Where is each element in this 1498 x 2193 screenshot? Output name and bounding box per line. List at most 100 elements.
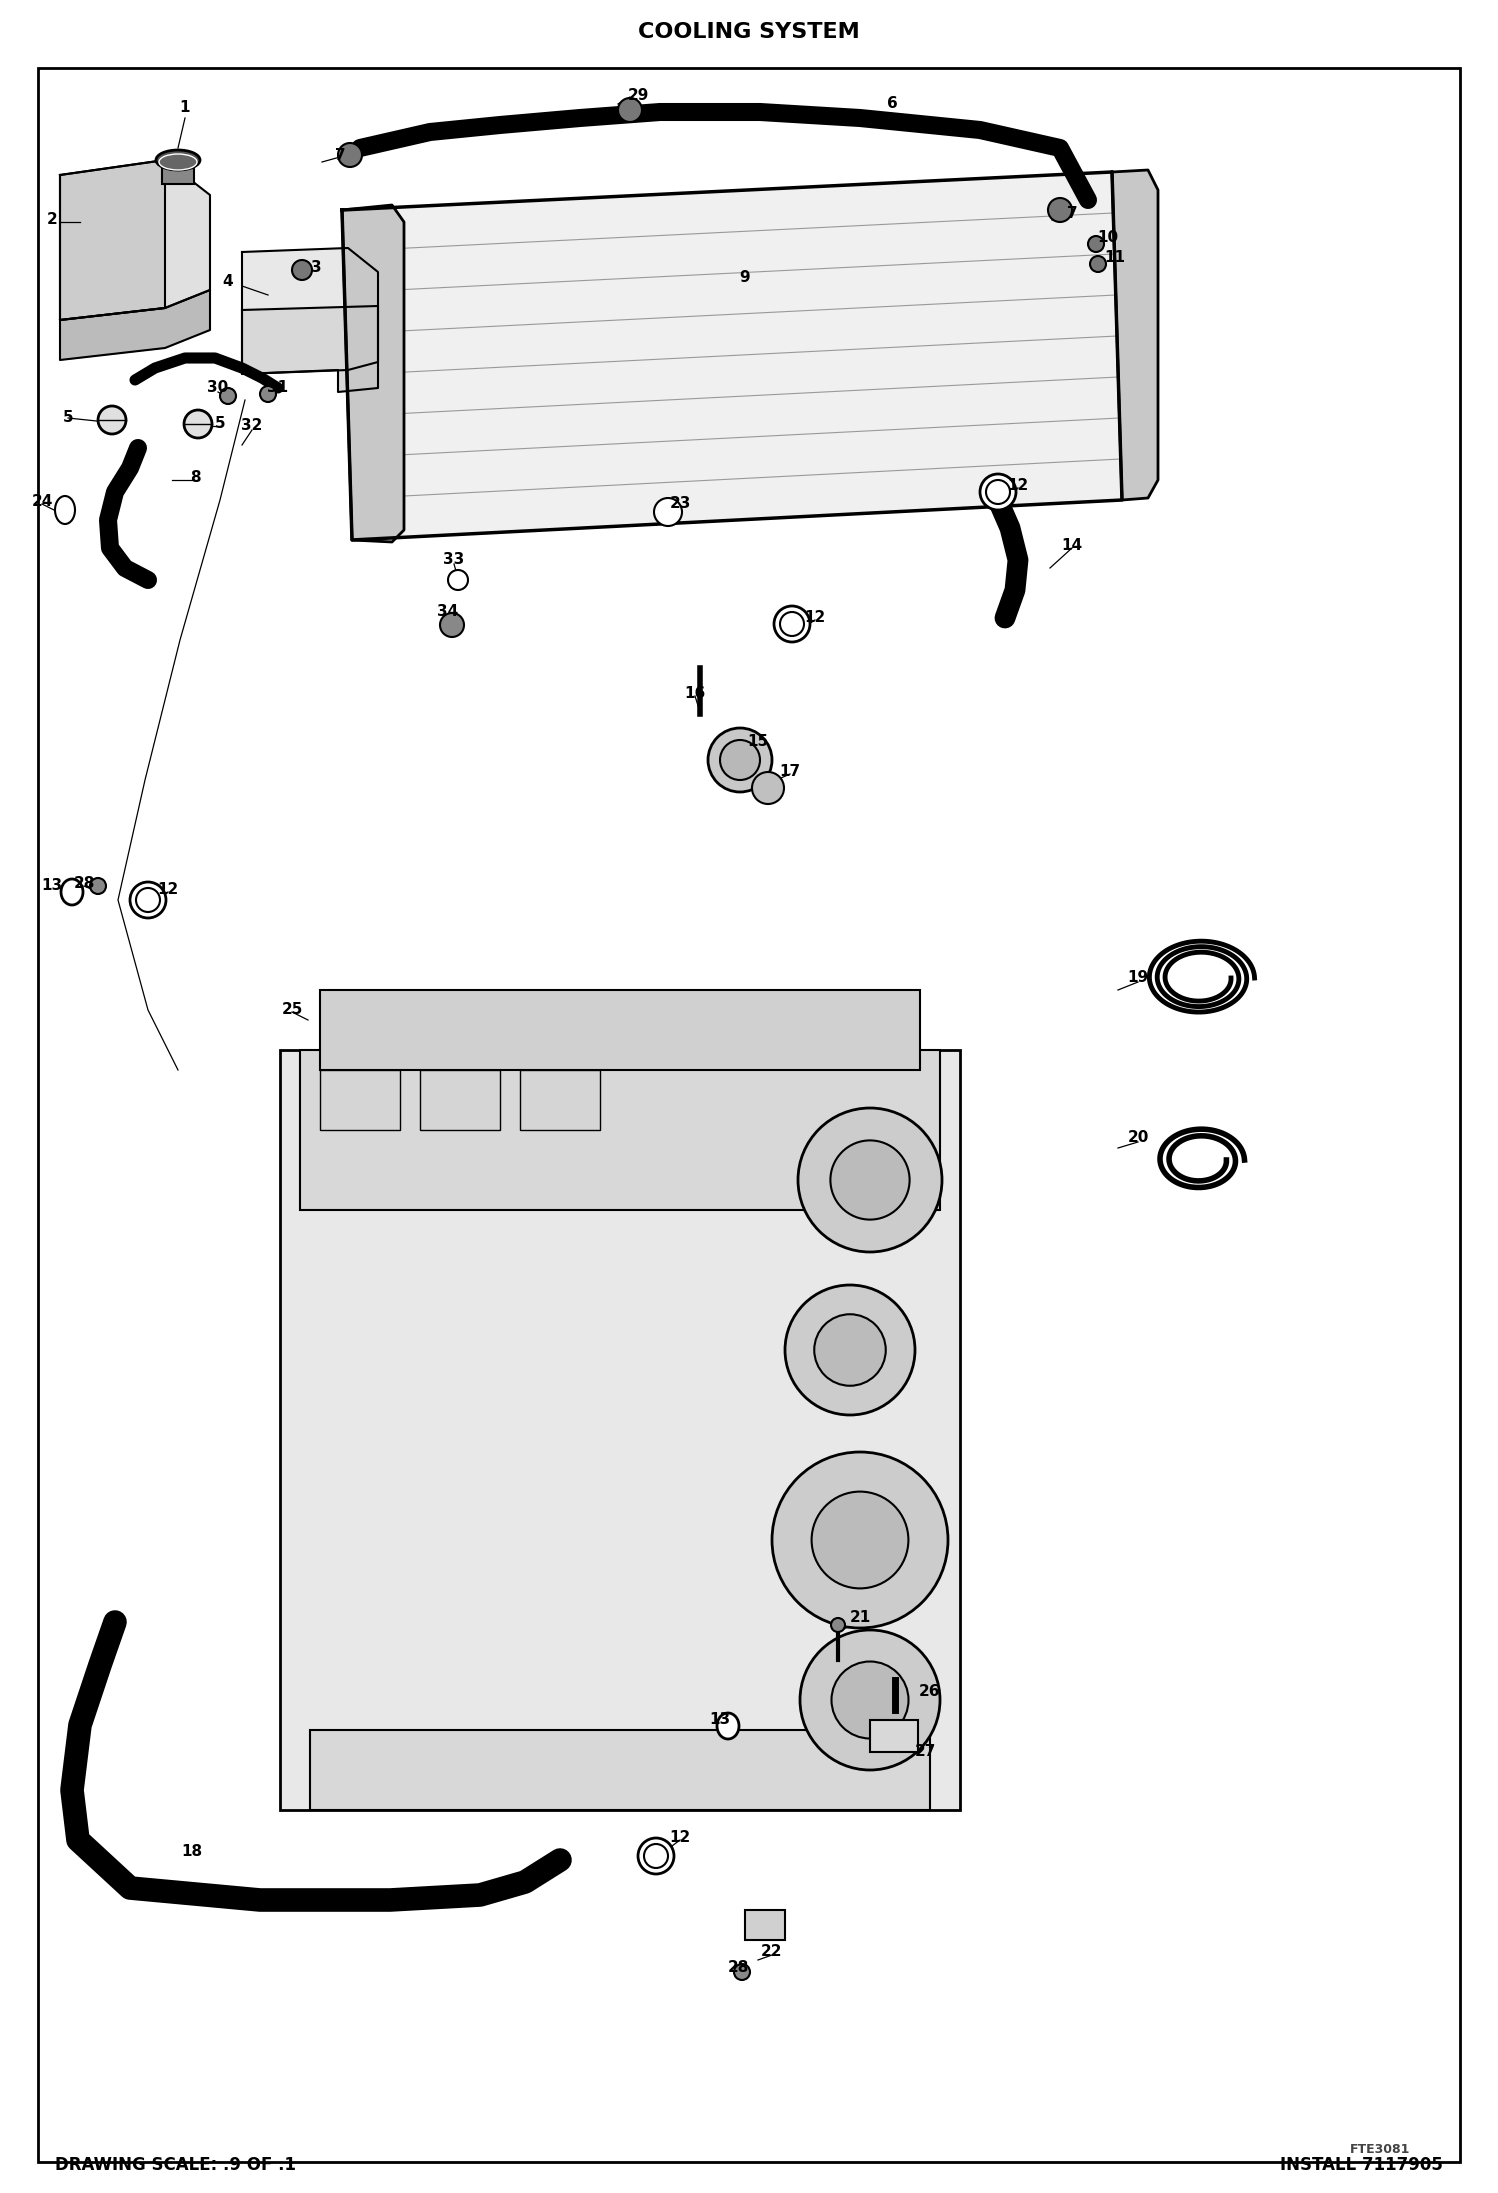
Circle shape xyxy=(800,1629,941,1770)
Text: 28: 28 xyxy=(73,877,94,893)
Polygon shape xyxy=(1112,171,1158,500)
Text: 24: 24 xyxy=(31,493,52,509)
Text: 26: 26 xyxy=(920,1684,941,1700)
Circle shape xyxy=(655,498,682,526)
Circle shape xyxy=(1049,197,1073,221)
Text: 12: 12 xyxy=(804,610,825,625)
Text: 23: 23 xyxy=(670,496,691,511)
Text: 20: 20 xyxy=(1128,1132,1149,1145)
Text: 18: 18 xyxy=(181,1844,202,1860)
Text: COOLING SYSTEM: COOLING SYSTEM xyxy=(638,22,860,42)
Text: 12: 12 xyxy=(670,1831,691,1847)
Circle shape xyxy=(220,388,237,404)
Circle shape xyxy=(734,1965,750,1980)
Text: INSTALL 7117905: INSTALL 7117905 xyxy=(1281,2156,1443,2173)
Circle shape xyxy=(980,474,1016,511)
Circle shape xyxy=(774,605,810,643)
Circle shape xyxy=(721,739,759,781)
Circle shape xyxy=(1088,237,1104,252)
Circle shape xyxy=(815,1314,885,1386)
Text: 15: 15 xyxy=(748,735,768,750)
Text: 13: 13 xyxy=(42,879,63,893)
Polygon shape xyxy=(60,289,210,360)
Text: 9: 9 xyxy=(740,270,750,285)
Circle shape xyxy=(448,570,467,590)
Text: 11: 11 xyxy=(1104,250,1125,265)
Polygon shape xyxy=(243,307,377,393)
Bar xyxy=(520,1070,601,1129)
Text: 14: 14 xyxy=(1062,539,1083,553)
Text: 10: 10 xyxy=(1098,230,1119,246)
Text: 27: 27 xyxy=(914,1743,936,1759)
Text: 7: 7 xyxy=(1067,206,1077,221)
Circle shape xyxy=(184,410,213,439)
Text: 12: 12 xyxy=(1007,478,1029,493)
Circle shape xyxy=(798,1107,942,1252)
Bar xyxy=(300,1050,941,1211)
Text: 16: 16 xyxy=(685,686,706,702)
Ellipse shape xyxy=(55,496,75,524)
Circle shape xyxy=(986,480,1010,504)
Text: 30: 30 xyxy=(207,382,229,395)
Text: 22: 22 xyxy=(761,1945,783,1961)
Circle shape xyxy=(440,614,464,636)
Bar xyxy=(870,1719,918,1752)
Text: 4: 4 xyxy=(223,274,234,289)
Ellipse shape xyxy=(718,1713,739,1739)
Text: 17: 17 xyxy=(779,765,800,779)
Text: 34: 34 xyxy=(437,605,458,618)
Circle shape xyxy=(830,1140,909,1219)
Text: 28: 28 xyxy=(728,1961,749,1976)
Text: 31: 31 xyxy=(268,382,289,395)
Circle shape xyxy=(771,1452,948,1627)
Polygon shape xyxy=(342,204,404,542)
Text: 33: 33 xyxy=(443,553,464,568)
Text: 19: 19 xyxy=(1128,971,1149,985)
Text: 7: 7 xyxy=(334,147,346,162)
Circle shape xyxy=(619,99,643,123)
Ellipse shape xyxy=(156,149,201,171)
Polygon shape xyxy=(60,160,210,320)
Circle shape xyxy=(90,877,106,895)
Bar xyxy=(162,162,195,184)
Text: 8: 8 xyxy=(190,471,201,485)
Circle shape xyxy=(136,888,160,912)
Circle shape xyxy=(1091,257,1106,272)
Text: 2: 2 xyxy=(46,213,57,228)
Bar xyxy=(419,1070,500,1129)
Text: 5: 5 xyxy=(63,410,73,425)
Bar xyxy=(310,1730,930,1809)
Text: 21: 21 xyxy=(849,1610,870,1625)
Circle shape xyxy=(752,772,783,805)
Text: 6: 6 xyxy=(887,96,897,110)
Text: 3: 3 xyxy=(310,261,321,276)
Polygon shape xyxy=(60,160,165,320)
Bar xyxy=(321,989,920,1070)
Circle shape xyxy=(785,1285,915,1414)
Text: FTE3081: FTE3081 xyxy=(1350,2143,1411,2156)
Text: 12: 12 xyxy=(157,882,178,897)
Circle shape xyxy=(261,386,276,401)
Text: 5: 5 xyxy=(214,417,225,432)
Circle shape xyxy=(812,1491,908,1588)
Text: 25: 25 xyxy=(282,1002,303,1018)
Bar xyxy=(280,1050,960,1809)
Text: DRAWING SCALE: .9 OF .1: DRAWING SCALE: .9 OF .1 xyxy=(55,2156,297,2173)
Text: 13: 13 xyxy=(710,1713,731,1728)
Polygon shape xyxy=(243,248,377,375)
Circle shape xyxy=(292,261,312,281)
Ellipse shape xyxy=(61,879,82,906)
Circle shape xyxy=(831,1662,908,1739)
Ellipse shape xyxy=(159,154,198,171)
Circle shape xyxy=(97,406,126,434)
Bar xyxy=(321,1070,400,1129)
Circle shape xyxy=(130,882,166,919)
Circle shape xyxy=(638,1838,674,1875)
Circle shape xyxy=(780,612,804,636)
Text: 29: 29 xyxy=(628,88,649,103)
Circle shape xyxy=(339,143,363,167)
Text: 1: 1 xyxy=(180,101,190,116)
Circle shape xyxy=(644,1844,668,1868)
Text: 32: 32 xyxy=(241,419,262,434)
Polygon shape xyxy=(342,171,1122,539)
